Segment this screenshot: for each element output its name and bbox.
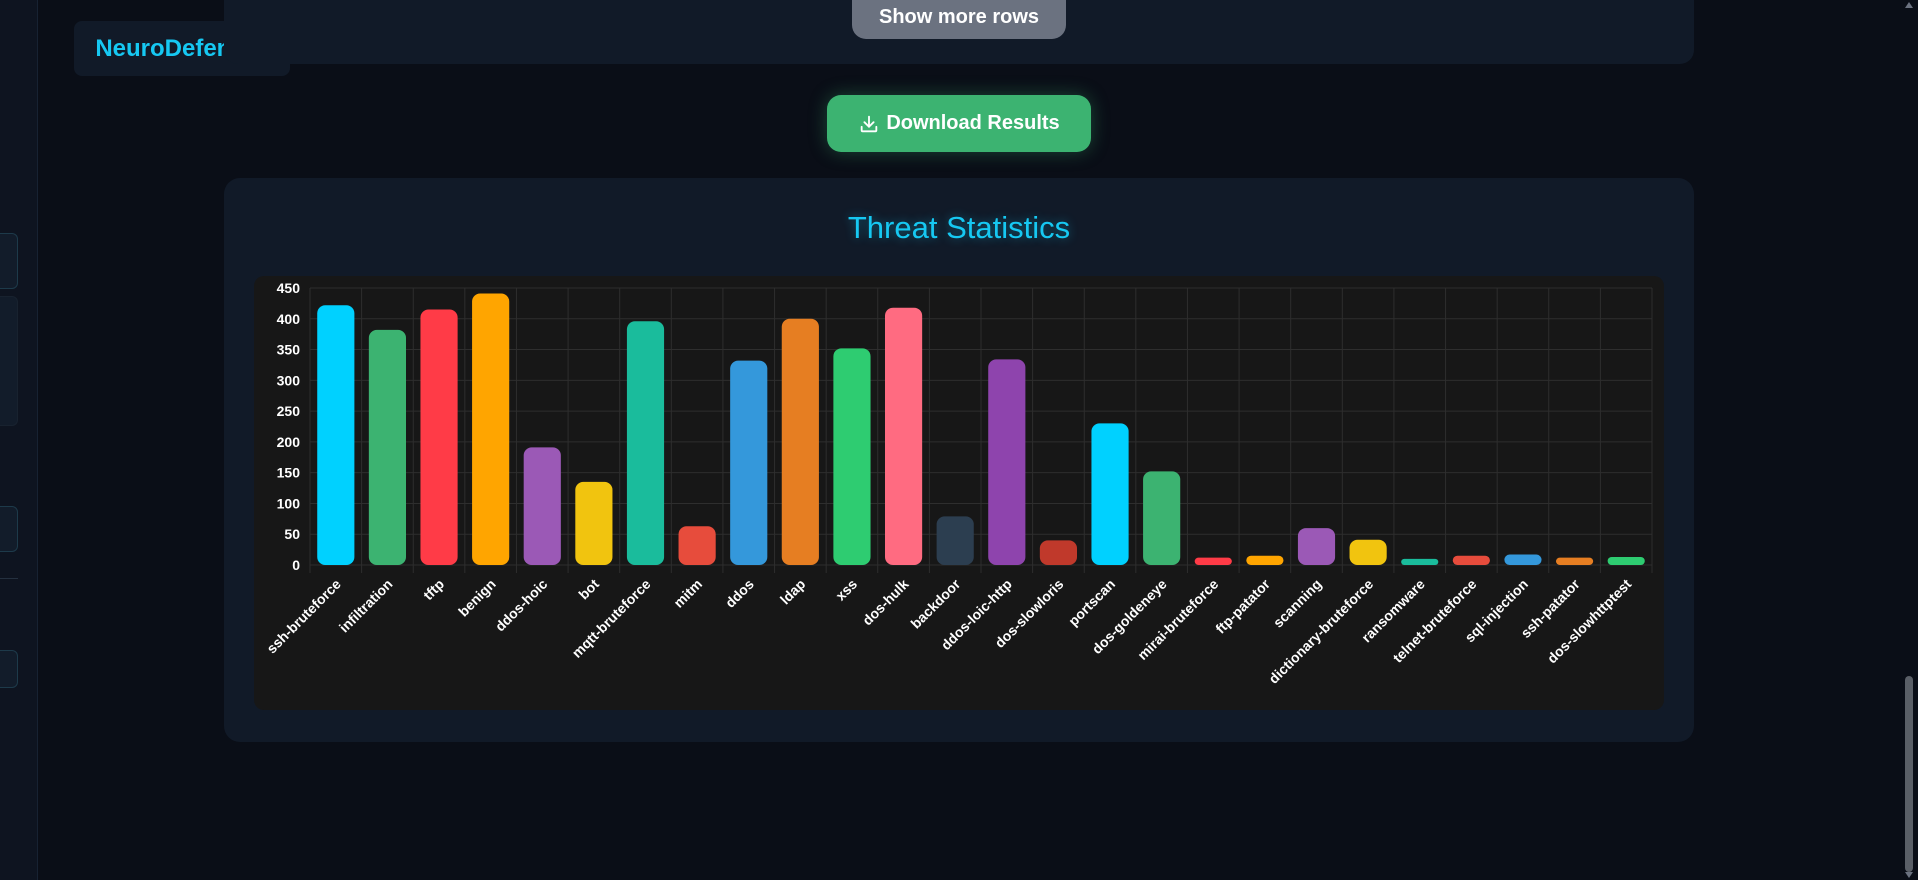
y-tick-label: 350 <box>277 342 301 358</box>
bar-dos-goldeneye[interactable] <box>1143 471 1181 565</box>
y-tick-label: 100 <box>277 495 301 511</box>
x-tick-label: ldap <box>777 576 809 608</box>
download-results-label: Download Results <box>886 112 1060 134</box>
threat-chart-container: 0 50 100 150 200 250 300 350 400 450 ssh-bruteforc… <box>254 276 1664 710</box>
bar-sql-injection[interactable] <box>1504 554 1542 565</box>
bar-xss[interactable] <box>833 348 871 565</box>
bar-benign[interactable] <box>472 293 510 565</box>
bar-ransomware[interactable] <box>1401 558 1439 565</box>
bar-scanning[interactable] <box>1297 528 1336 565</box>
sidebar-panel <box>0 296 18 426</box>
bar-dos-hulk[interactable] <box>884 307 923 565</box>
y-tick-label: 200 <box>277 434 301 450</box>
page-scrollbar[interactable] <box>1900 0 1918 880</box>
x-tick-label: mitm <box>670 576 705 611</box>
x-tick-label: scanning <box>1270 576 1325 631</box>
scroll-down-icon[interactable] <box>1905 872 1913 878</box>
x-tick-label: ssh-bruteforce <box>263 576 344 657</box>
x-tick-label: ddos <box>722 576 757 611</box>
x-tick-label: dictionary-bruteforce <box>1265 576 1376 687</box>
sidebar-select[interactable] <box>0 650 18 688</box>
y-tick-label: 400 <box>277 311 301 327</box>
y-tick-label: 300 <box>277 372 301 388</box>
x-tick-label: xss <box>832 576 860 604</box>
bar-bot[interactable] <box>575 481 613 565</box>
bar-ssh-bruteforce[interactable] <box>317 305 355 565</box>
bar-ldap[interactable] <box>781 318 819 565</box>
bar-backdoor[interactable] <box>936 516 974 565</box>
bar-dos-slowloris[interactable] <box>1039 540 1078 565</box>
sidebar-input[interactable] <box>0 506 18 552</box>
sidebar-divider <box>0 578 18 579</box>
y-tick-label: 450 <box>277 280 301 296</box>
bar-telnet-bruteforce[interactable] <box>1452 555 1490 565</box>
scroll-thumb[interactable] <box>1905 676 1913 872</box>
bar-ssh-patator[interactable] <box>1555 557 1594 565</box>
bar-tftp[interactable] <box>420 309 458 565</box>
x-tick-label: ddos-hoic <box>492 576 551 635</box>
bar-ftp-patator[interactable] <box>1246 555 1284 565</box>
x-tick-label: dos-hulk <box>859 576 912 629</box>
sidebar-active-item[interactable] <box>0 233 18 289</box>
bar-infiltration[interactable] <box>368 329 407 565</box>
threat-statistics-title: Threat Statistics <box>847 210 1071 245</box>
bar-ddos[interactable] <box>730 360 768 565</box>
scroll-up-icon[interactable] <box>1905 2 1913 8</box>
download-icon <box>861 115 878 132</box>
threat-bar-chart: 0 50 100 150 200 250 300 350 400 450 ssh-bruteforc… <box>263 280 1653 687</box>
bar-mirai-bruteforce[interactable] <box>1194 557 1232 565</box>
download-results-button[interactable]: Download Results <box>827 95 1091 152</box>
x-tick-label: bot <box>575 576 602 603</box>
x-tick-label: tftp <box>420 576 447 603</box>
x-tick-label: ftp-patator <box>1212 575 1273 636</box>
y-tick-label: 50 <box>284 526 300 542</box>
bar-ddos-loic-http[interactable] <box>988 359 1026 565</box>
y-tick-label: 0 <box>292 557 300 573</box>
x-tick-label: benign <box>455 576 499 620</box>
y-tick-label: 150 <box>277 465 301 481</box>
bar-mqtt-bruteforce[interactable] <box>626 321 665 565</box>
bar-dos-slowhttptest[interactable] <box>1607 556 1645 565</box>
bar-mitm[interactable] <box>678 526 716 565</box>
y-tick-label: 250 <box>277 403 301 419</box>
x-tick-label: portscan <box>1065 576 1118 629</box>
x-tick-label: infiltration <box>336 576 396 636</box>
sidebar <box>0 0 38 880</box>
threat-statistics-card: Threat Statistics 0 50 100 150 200 250 300 350 4… <box>224 178 1694 742</box>
bar-dictionary-bruteforce[interactable] <box>1349 539 1387 565</box>
bar-portscan[interactable] <box>1091 423 1129 565</box>
show-more-rows-button[interactable]: Show more rows <box>852 0 1066 39</box>
bar-ddos-hoic[interactable] <box>523 447 561 565</box>
